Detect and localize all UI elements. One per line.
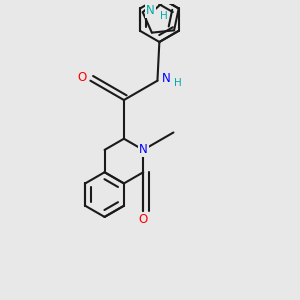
Text: N: N [146, 4, 155, 17]
Text: O: O [77, 71, 87, 85]
Text: H: H [160, 11, 167, 21]
Text: N: N [139, 143, 148, 156]
Text: N: N [161, 73, 170, 85]
Text: H: H [174, 78, 182, 88]
Text: O: O [139, 213, 148, 226]
